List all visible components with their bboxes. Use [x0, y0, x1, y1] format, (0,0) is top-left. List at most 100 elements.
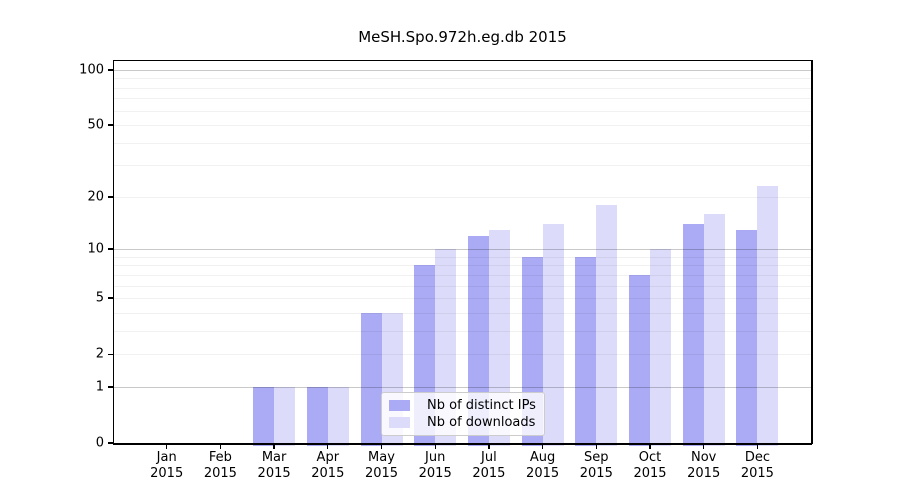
gridline-minor-4	[114, 312, 811, 314]
x-tick-label-oct: Oct 2015	[618, 450, 682, 482]
x-tick-sep	[595, 443, 597, 449]
y-tick-label-100: 100	[79, 62, 104, 78]
y-tick-label-20: 20	[87, 189, 104, 205]
gridline-minor-6	[114, 285, 811, 287]
gridline-minor-80	[114, 87, 811, 89]
gridline-minor-9	[114, 256, 811, 258]
x-tick-month: Mar	[261, 450, 287, 465]
axis-spine-right	[811, 60, 813, 444]
gridline-minor-40	[114, 142, 811, 144]
x-tick-jan	[166, 443, 168, 449]
x-tick-label-apr: Apr 2015	[296, 450, 360, 482]
x-tick-label-jul: Jul 2015	[457, 450, 521, 482]
y-tick-label-0: 0	[95, 435, 104, 451]
x-tick-month: Sep	[584, 450, 609, 465]
x-tick-month: Nov	[691, 450, 717, 465]
x-tick-month: Oct	[638, 450, 662, 465]
x-tick-month: May	[368, 450, 395, 465]
y-tick-2	[108, 353, 114, 355]
bar-downloads-aug	[542, 224, 564, 446]
gridline-major-1	[114, 386, 811, 388]
x-tick-year: 2015	[203, 466, 237, 481]
x-tick-feb	[219, 443, 222, 449]
x-tick-year: 2015	[740, 466, 774, 481]
x-tick-month: Jul	[481, 450, 497, 465]
x-tick-label-sep: Sep 2015	[564, 450, 628, 482]
x-tick-year: 2015	[257, 466, 291, 481]
y-tick-10	[108, 248, 114, 250]
bar-downloads-mar	[274, 386, 296, 446]
y-tick-label-5: 5	[95, 290, 104, 306]
x-tick-jun	[434, 443, 436, 449]
bar-ips-mar	[253, 386, 275, 446]
y-tick-label-2: 2	[95, 346, 104, 362]
y-tick-20	[108, 196, 114, 198]
x-tick-mar	[273, 443, 275, 449]
gridline-minor-5	[114, 298, 811, 300]
x-tick-aug	[541, 443, 544, 449]
y-tick-50	[108, 124, 114, 126]
gridline-major-100	[114, 69, 811, 71]
gridline-minor-7	[114, 274, 811, 276]
x-tick-jul	[488, 443, 490, 449]
y-tick-1	[108, 386, 114, 388]
x-tick-label-aug: Aug 2015	[511, 450, 575, 482]
x-tick-year: 2015	[364, 466, 399, 481]
bar-downloads-dec	[757, 186, 779, 446]
legend-swatch-downloads	[389, 417, 410, 429]
x-tick-label-feb: Feb 2015	[188, 450, 252, 482]
y-tick-label-50: 50	[87, 117, 104, 133]
bar-downloads-sep	[596, 204, 618, 446]
y-tick-0	[108, 442, 114, 444]
bar-ips-nov	[682, 224, 704, 446]
bar-downloads-apr	[327, 386, 349, 446]
gridline-minor-60	[114, 110, 811, 112]
bar-ips-dec	[736, 229, 758, 446]
x-tick-label-dec: Dec 2015	[725, 450, 789, 482]
legend-row-distinct-ips: Nb of distinct IPs	[389, 398, 537, 413]
axis-spine-left	[112, 60, 114, 444]
y-tick-label-1: 1	[95, 379, 104, 395]
x-tick-month: Aug	[529, 450, 556, 465]
bar-ips-sep	[575, 256, 597, 446]
gridline-minor-8	[114, 265, 811, 267]
y-tick-5	[108, 297, 114, 299]
legend-row-downloads: Nb of downloads	[389, 415, 537, 430]
legend: Nb of distinct IPs Nb of downloads	[381, 392, 545, 436]
axis-spine-bottom	[113, 443, 812, 445]
x-tick-year: 2015	[311, 466, 345, 481]
x-tick-label-jun: Jun 2015	[403, 450, 467, 482]
x-tick-year: 2015	[472, 466, 506, 481]
x-tick-month: Jan	[156, 450, 177, 465]
bar-downloads-jul	[488, 229, 510, 446]
x-tick-dec	[756, 443, 759, 449]
x-tick-year: 2015	[633, 466, 667, 481]
x-tick-year: 2015	[526, 466, 560, 481]
x-tick-year: 2015	[687, 466, 721, 481]
y-tick-label-10: 10	[87, 241, 104, 257]
gridline-minor-20	[114, 196, 811, 198]
chart-title: MeSH.Spo.972h.eg.db 2015	[358, 28, 567, 46]
x-tick-year: 2015	[579, 466, 613, 481]
bar-downloads-oct	[650, 249, 671, 446]
x-tick-label-may: May 2015	[350, 450, 414, 482]
gridline-minor-30	[114, 165, 811, 167]
gridline-minor-70	[114, 98, 811, 100]
x-tick-month: Apr	[316, 450, 340, 465]
y-tick-100	[108, 69, 114, 71]
legend-label-downloads: Nb of downloads	[427, 415, 536, 431]
x-tick-month: Dec	[744, 450, 770, 465]
x-tick-label-nov: Nov 2015	[672, 450, 736, 482]
legend-swatch-distinct-ips	[389, 399, 410, 411]
gridline-minor-2	[114, 354, 811, 356]
x-tick-month: Jun	[425, 450, 446, 465]
x-tick-year: 2015	[418, 466, 452, 481]
bar-ips-oct	[629, 274, 650, 446]
x-tick-month: Feb	[208, 450, 232, 465]
gridline-minor-3	[114, 330, 811, 332]
bar-ips-may	[360, 312, 382, 446]
bar-ips-apr	[306, 386, 328, 446]
gridline-major-10	[114, 249, 811, 251]
axis-spine-top	[113, 59, 812, 61]
